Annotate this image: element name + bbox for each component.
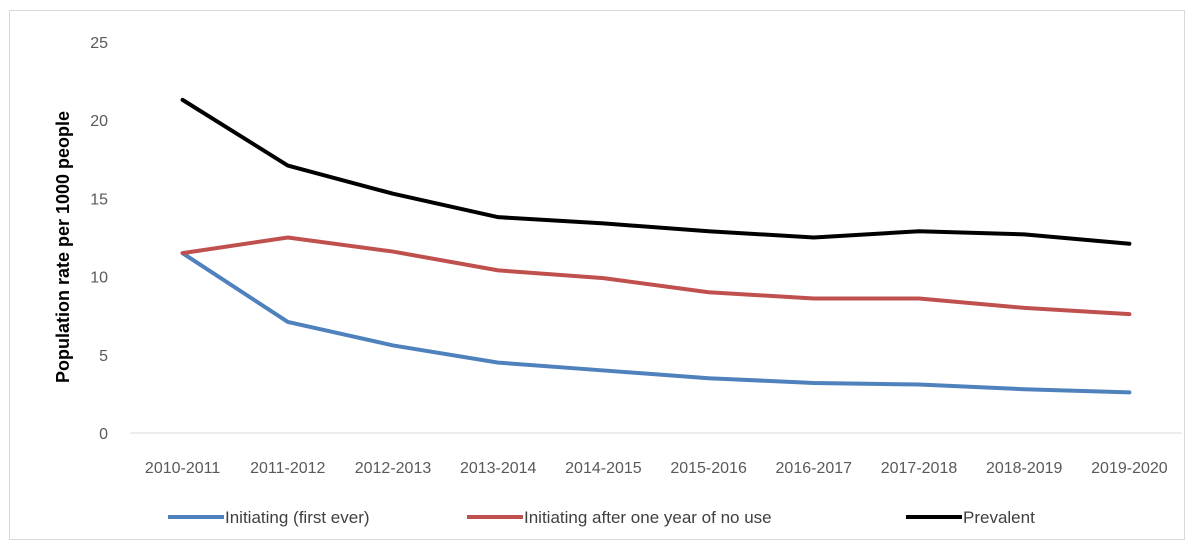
x-tick-label: 2010-2011 [145, 460, 220, 477]
data-point [813, 297, 815, 299]
x-tick-label: 2012-2013 [355, 460, 432, 477]
data-point [813, 237, 815, 238]
data-point [602, 222, 604, 224]
data-point [602, 369, 604, 371]
y-axis-label: Population rate per 1000 people [53, 111, 73, 383]
data-point [497, 216, 499, 218]
data-point [813, 382, 815, 384]
data-point [287, 237, 289, 238]
data-point [287, 165, 289, 167]
series-line-1 [180, 251, 1132, 395]
x-tick-label: 2011-2012 [250, 460, 325, 477]
legend: Initiating (first ever) Initiating after … [168, 508, 1035, 527]
data-point [1128, 313, 1130, 315]
data-point [287, 321, 289, 323]
y-tick-label: 5 [99, 348, 108, 365]
data-point [708, 377, 710, 379]
series-line-3 [180, 97, 1132, 246]
y-tick-label: 0 [99, 426, 108, 443]
x-tick-label: 2016-2017 [776, 460, 853, 477]
y-axis-ticks: 0 5 10 15 20 25 [90, 35, 108, 443]
data-point [497, 362, 499, 364]
data-point [918, 297, 920, 299]
data-point [392, 344, 394, 346]
data-point [182, 252, 184, 254]
data-point [1023, 388, 1025, 390]
chart-area [9, 10, 1185, 540]
data-point [182, 99, 184, 101]
data-point [602, 277, 604, 279]
x-tick-label: 2013-2014 [460, 460, 537, 477]
y-tick-label: 10 [90, 270, 108, 287]
x-axis-ticks: 2010-2011 2011-2012 2012-2013 2013-2014 2014… [145, 460, 1168, 477]
x-tick-label: 2018-2019 [986, 460, 1063, 477]
legend-label: Initiating after one year of no use [524, 508, 772, 527]
data-point [918, 230, 920, 232]
data-point [708, 291, 710, 293]
series-line-2 [180, 235, 1132, 317]
x-tick-label: 2014-2015 [565, 460, 642, 477]
y-tick-label: 15 [90, 191, 108, 208]
data-point [497, 269, 499, 271]
data-point [1128, 391, 1130, 393]
legend-label: Prevalent [963, 508, 1035, 527]
data-point [708, 230, 710, 232]
legend-label: Initiating (first ever) [225, 508, 370, 527]
data-point [918, 384, 920, 386]
series-lines [180, 97, 1132, 395]
x-tick-label: 2015-2016 [670, 460, 747, 477]
x-tick-label: 2017-2018 [881, 460, 958, 477]
data-point [392, 251, 394, 253]
x-tick-label: 2019-2020 [1091, 460, 1168, 477]
data-point [392, 193, 394, 195]
data-point [1128, 243, 1130, 245]
y-tick-label: 20 [90, 113, 108, 130]
data-point [1023, 233, 1025, 235]
data-point [1023, 307, 1025, 309]
y-tick-label: 25 [90, 35, 108, 52]
